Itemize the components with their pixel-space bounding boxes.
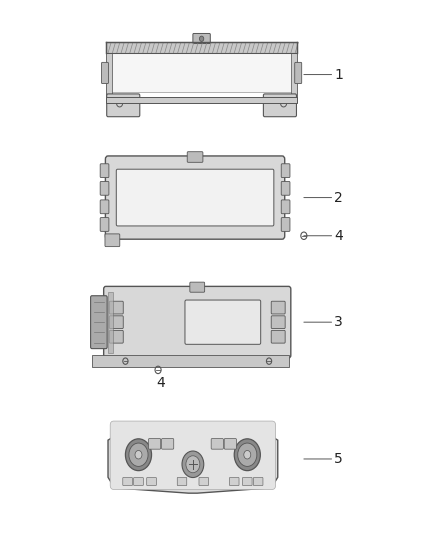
FancyBboxPatch shape: [281, 181, 290, 195]
Text: 5: 5: [304, 452, 343, 466]
Circle shape: [129, 443, 148, 466]
Circle shape: [234, 439, 260, 471]
FancyBboxPatch shape: [148, 439, 161, 449]
FancyBboxPatch shape: [253, 478, 263, 486]
FancyBboxPatch shape: [162, 439, 174, 449]
FancyBboxPatch shape: [100, 164, 109, 177]
Text: 1: 1: [304, 68, 343, 82]
Circle shape: [199, 36, 204, 42]
FancyBboxPatch shape: [100, 200, 109, 214]
FancyBboxPatch shape: [271, 301, 285, 314]
FancyBboxPatch shape: [116, 169, 274, 226]
FancyBboxPatch shape: [230, 478, 239, 486]
FancyBboxPatch shape: [102, 62, 109, 84]
FancyBboxPatch shape: [271, 316, 285, 328]
FancyBboxPatch shape: [134, 478, 143, 486]
FancyBboxPatch shape: [199, 478, 208, 486]
FancyBboxPatch shape: [91, 296, 107, 349]
Circle shape: [238, 443, 257, 466]
FancyBboxPatch shape: [263, 94, 297, 117]
FancyBboxPatch shape: [281, 164, 290, 177]
FancyBboxPatch shape: [187, 152, 203, 163]
FancyBboxPatch shape: [100, 217, 109, 231]
Bar: [92, 356, 289, 367]
FancyBboxPatch shape: [224, 439, 237, 449]
FancyBboxPatch shape: [211, 439, 223, 449]
Bar: [291, 53, 297, 98]
FancyBboxPatch shape: [106, 156, 285, 239]
Circle shape: [182, 451, 204, 478]
FancyBboxPatch shape: [110, 316, 123, 328]
Text: 2: 2: [304, 191, 343, 205]
FancyBboxPatch shape: [185, 300, 261, 344]
Bar: [106, 96, 297, 103]
FancyBboxPatch shape: [104, 286, 291, 358]
Bar: [112, 53, 291, 92]
FancyBboxPatch shape: [177, 478, 187, 486]
Circle shape: [125, 439, 152, 471]
FancyBboxPatch shape: [281, 200, 290, 214]
Text: 4: 4: [304, 229, 343, 243]
Bar: [108, 292, 113, 353]
FancyBboxPatch shape: [281, 217, 290, 231]
FancyBboxPatch shape: [100, 181, 109, 195]
FancyBboxPatch shape: [271, 330, 285, 343]
FancyBboxPatch shape: [295, 62, 302, 84]
FancyBboxPatch shape: [243, 478, 252, 486]
Polygon shape: [108, 426, 278, 493]
FancyBboxPatch shape: [193, 34, 210, 44]
Text: 3: 3: [304, 315, 343, 329]
FancyBboxPatch shape: [110, 421, 276, 489]
Bar: [106, 43, 297, 53]
Circle shape: [244, 450, 251, 459]
Circle shape: [135, 450, 142, 459]
FancyBboxPatch shape: [110, 301, 123, 314]
Bar: [106, 53, 112, 98]
Text: 4: 4: [156, 376, 165, 390]
FancyBboxPatch shape: [105, 234, 120, 247]
FancyBboxPatch shape: [123, 478, 132, 486]
FancyBboxPatch shape: [107, 94, 140, 117]
Circle shape: [186, 456, 200, 473]
FancyBboxPatch shape: [110, 330, 123, 343]
FancyBboxPatch shape: [190, 282, 205, 292]
FancyBboxPatch shape: [147, 478, 156, 486]
